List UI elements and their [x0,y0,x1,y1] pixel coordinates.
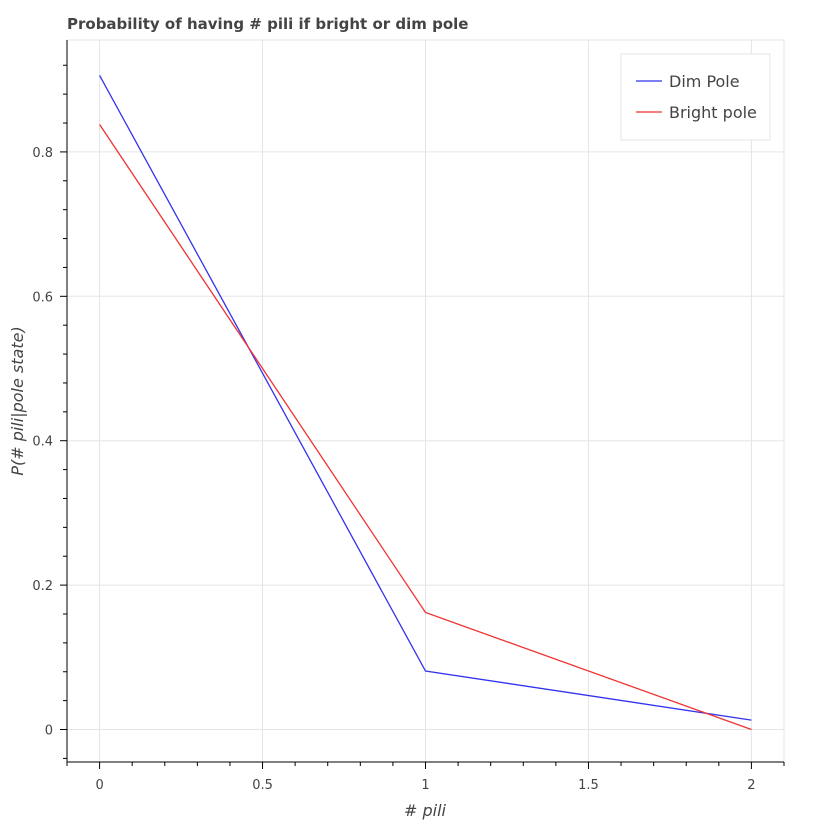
series-line-bright-pole [99,124,752,731]
x-tick-label: 2 [747,778,755,793]
y-tick-label: 0.2 [32,579,53,594]
y-axis-label: P(# pili|pole state) [8,326,27,475]
series-layer [99,75,752,731]
legend: Dim Pole Bright pole [620,53,771,141]
y-tick-label: 0.8 [32,146,53,161]
series-line-dim-pole [99,75,752,721]
x-axis-label: # pili [404,801,447,820]
y-tick-label: 0 [45,724,53,739]
axes: 0 0.5 1 1.5 2 0 0.2 0.4 0.6 0.8 [32,40,785,793]
y-tick-label: 0.4 [32,435,53,450]
x-tick-label: 0 [95,778,103,793]
legend-box [620,53,771,141]
legend-label-dim-pole: Dim Pole [669,72,740,91]
chart-title: Probability of having # pili if bright o… [67,15,468,33]
x-tick-label: 1.5 [578,778,599,793]
grid-lines [67,40,784,762]
x-tick-label: 1 [421,778,429,793]
x-tick-label: 0.5 [252,778,273,793]
legend-label-bright-pole: Bright pole [669,103,757,122]
y-tick-label: 0.6 [32,290,53,305]
